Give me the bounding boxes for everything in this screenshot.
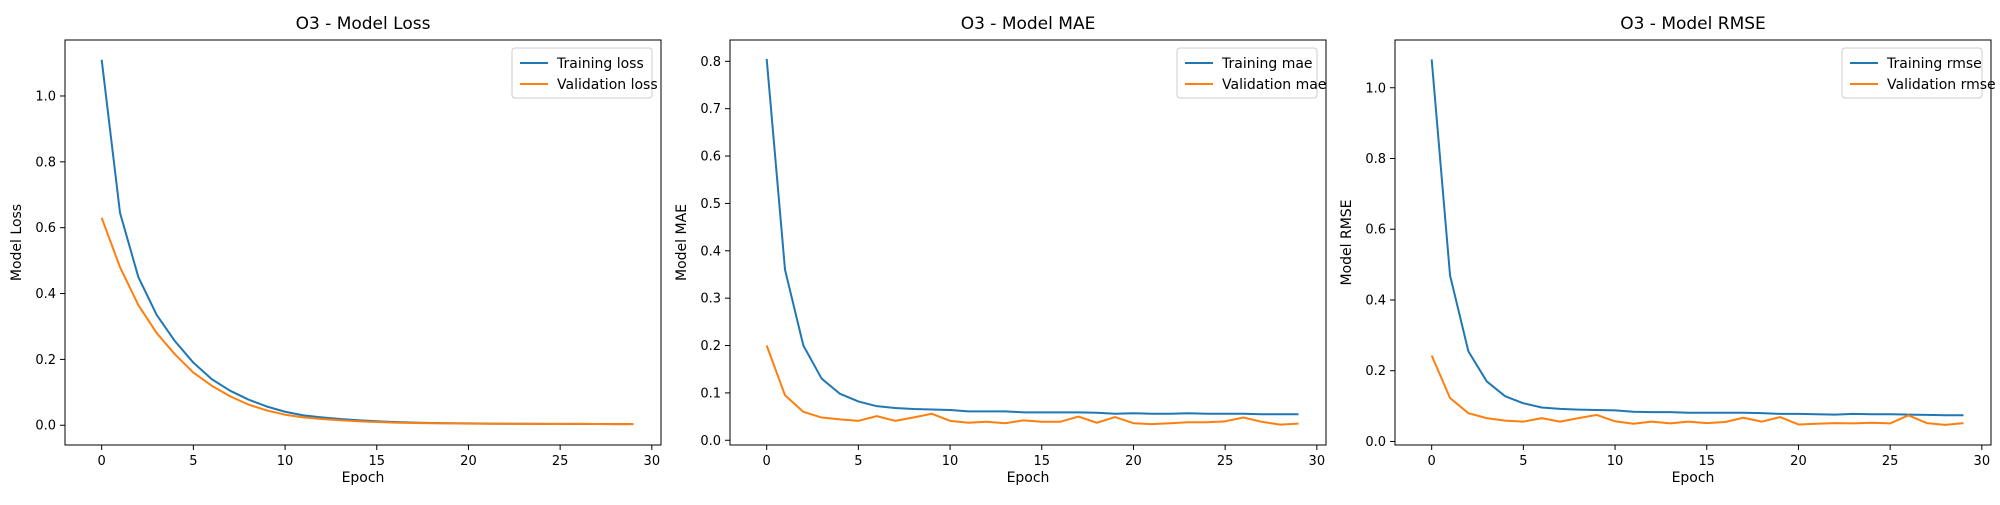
x-tick-label: 30 (644, 454, 661, 469)
y-tick-label: 0.0 (1365, 435, 1386, 450)
y-tick-label: 1.0 (1365, 81, 1386, 96)
x-tick-label: 20 (1125, 454, 1142, 469)
chart-panel-3: 0 5 10 15 20 25 30 0.0 0.2 0.4 0.6 0.8 1.0 O3 - Model… (1339, 14, 1996, 486)
x-tick-label: 5 (1519, 454, 1527, 469)
chart-panel-1: 0 5 10 15 20 25 30 0.0 0.2 0.4 0.6 0.8 1.0 O3 - Model… (9, 14, 662, 486)
chart-title: O3 - Model MAE (961, 14, 1096, 34)
x-tick-label: 10 (277, 454, 294, 469)
plot-frame (1394, 39, 1992, 446)
legend-entry: Validation rmse (1887, 77, 1996, 93)
x-axis-label: Epoch (342, 470, 385, 486)
y-axis-label: Model RMSE (1339, 199, 1355, 285)
x-tick-label: 15 (1698, 454, 1715, 469)
y-tick-label: 0.4 (35, 287, 56, 302)
y-tick-label: 0.4 (700, 244, 721, 259)
series-line-validation (765, 345, 1299, 426)
x-tick-label: 0 (763, 454, 771, 469)
x-tick-label: 10 (942, 454, 959, 469)
y-tick-label: 0.8 (1365, 152, 1386, 167)
chart-title: O3 - Model Loss (296, 14, 431, 34)
legend-box (511, 47, 653, 99)
legend-entry: Validation mae (1222, 77, 1326, 93)
legend: Training rmse Validation rmse (1841, 47, 1996, 99)
y-tick-label: 0.8 (700, 55, 721, 70)
legend-entry: Training loss (556, 56, 644, 72)
series-line-training (765, 58, 1299, 416)
x-tick-label: 25 (552, 454, 569, 469)
y-axis-label: Model MAE (674, 204, 690, 281)
series-line-training (1430, 59, 1964, 417)
y-tick-label: 0.1 (700, 386, 721, 401)
x-tick-label: 5 (189, 454, 197, 469)
legend-entry: Training mae (1221, 56, 1313, 72)
x-tick-label: 30 (1974, 454, 1991, 469)
legend-entry: Training rmse (1886, 56, 1982, 72)
legend-box (1841, 47, 1983, 99)
y-tick-label: 1.0 (35, 89, 56, 104)
y-tick-label: 0.6 (1365, 223, 1386, 238)
y-axis-label: Model Loss (9, 204, 25, 281)
x-tick-label: 25 (1217, 454, 1234, 469)
x-tick-label: 0 (98, 454, 106, 469)
series-line-validation (100, 217, 634, 426)
y-tick-label: 0.6 (35, 221, 56, 236)
legend: Training loss Validation loss (511, 47, 658, 99)
y-tick-label: 0.4 (1365, 293, 1386, 308)
x-tick-label: 5 (854, 454, 862, 469)
plot-frame (64, 39, 662, 446)
y-tick-label: 0.0 (700, 434, 721, 449)
plot-frame (729, 39, 1327, 446)
chart-panel-2: 0 5 10 15 20 25 30 0.0 0.1 0.2 0.3 0.4 0.5 0.6 0.7 0.8 O… (674, 14, 1327, 486)
x-tick-label: 25 (1882, 454, 1899, 469)
x-axis-label: Epoch (1672, 470, 1715, 486)
legend-box (1176, 47, 1318, 99)
x-tick-label: 30 (1309, 454, 1326, 469)
y-tick-label: 0.5 (700, 197, 721, 212)
chart-title: O3 - Model RMSE (1620, 14, 1766, 34)
y-tick-label: 0.8 (35, 155, 56, 170)
series-line-validation (1430, 355, 1964, 426)
legend: Training mae Validation mae (1176, 47, 1326, 99)
y-tick-label: 0.2 (1365, 364, 1386, 379)
y-tick-label: 0.7 (700, 102, 721, 117)
x-tick-label: 20 (460, 454, 477, 469)
x-tick-label: 0 (1428, 454, 1436, 469)
x-axis-label: Epoch (1007, 470, 1050, 486)
x-tick-label: 15 (1033, 454, 1050, 469)
legend-entry: Validation loss (557, 77, 658, 93)
y-tick-label: 0.2 (700, 339, 721, 354)
series-line-training (100, 59, 634, 426)
y-tick-label: 0.6 (700, 150, 721, 165)
x-tick-label: 10 (1607, 454, 1624, 469)
y-tick-label: 0.3 (700, 292, 721, 307)
y-tick-label: 0.2 (35, 353, 56, 368)
y-tick-label: 0.0 (35, 419, 56, 434)
x-tick-label: 15 (368, 454, 385, 469)
x-tick-label: 20 (1790, 454, 1807, 469)
